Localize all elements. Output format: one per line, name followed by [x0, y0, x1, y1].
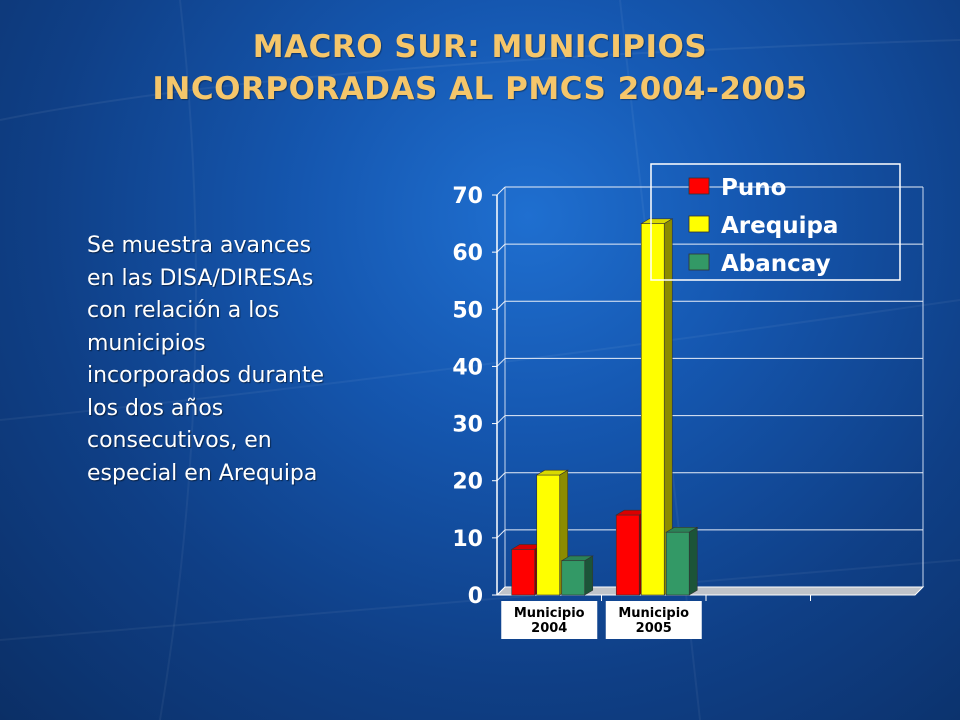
y-tick-label: 30 — [452, 413, 483, 438]
chart-axes — [492, 186, 925, 601]
gridline-side — [496, 472, 506, 482]
x-tick-label: Municipio — [514, 606, 585, 621]
y-tick-label: 40 — [452, 355, 483, 380]
legend-swatch — [688, 215, 710, 233]
chart-floor — [495, 586, 925, 596]
slide-title: MACRO SUR: MUNICIPIOS INCORPORADAS AL PM… — [0, 26, 960, 110]
gridline-side — [496, 300, 506, 310]
legend-label: Puno — [721, 175, 786, 201]
legend-swatch — [688, 177, 710, 195]
y-tick-label: 50 — [452, 298, 483, 323]
y-tick-label: 20 — [452, 470, 483, 495]
bar-side — [688, 526, 698, 596]
y-tick-label: 10 — [452, 527, 483, 552]
legend-label: Arequipa — [721, 213, 838, 239]
legend-swatch — [688, 253, 710, 271]
chart-labels: 010203040506070Municipio2004Municipio200… — [452, 184, 702, 639]
gridline-side — [496, 529, 506, 539]
chart-legend: Puno Arequipa Abancay — [650, 163, 901, 281]
slide-title-line-2: INCORPORADAS AL PMCS 2004-2005 — [152, 71, 808, 107]
bar-puno-0 — [511, 548, 536, 596]
gridline-side — [496, 358, 506, 367]
legend-box — [650, 163, 901, 281]
x-label-box — [605, 601, 702, 639]
bar-puno-1 — [615, 514, 640, 596]
x-tick-label: Municipio — [618, 606, 689, 621]
bar-abancay-0 — [561, 560, 586, 596]
y-tick-label: 0 — [468, 584, 483, 609]
gridline-side — [496, 243, 506, 253]
slide-title-line-1: MACRO SUR: MUNICIPIOS — [252, 29, 708, 65]
bar-side — [584, 555, 594, 596]
x-tick-label: 2005 — [636, 621, 672, 636]
gridline-side — [496, 186, 506, 196]
y-tick-label: 60 — [452, 241, 483, 266]
bar-abancay-1 — [665, 531, 690, 596]
chart-bars — [510, 218, 699, 596]
x-label-box — [501, 601, 598, 639]
x-tick-label: 2004 — [531, 621, 567, 636]
legend-label: Abancay — [721, 251, 831, 277]
gridline-side — [496, 415, 506, 424]
bar-arequipa-0 — [536, 474, 561, 596]
slide-caption: Se muestra avances en las DISA/DIRESAs c… — [87, 233, 325, 486]
y-tick-label: 70 — [452, 184, 483, 209]
